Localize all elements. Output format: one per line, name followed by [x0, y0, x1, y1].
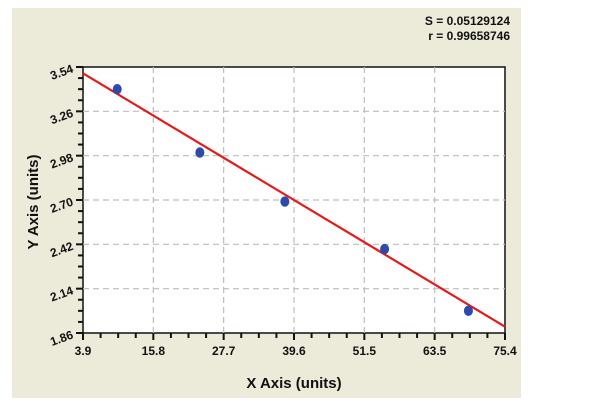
y-axis-title: Y Axis (units): [25, 154, 42, 249]
y-tick-label: 2.14: [48, 283, 75, 304]
x-tick-labels: 3.9 15.8 27.7 39.6 51.5 63.5 75.4: [75, 344, 517, 358]
fit-line: [82, 72, 506, 328]
x-tick-label: 15.8: [142, 344, 166, 358]
x-tick-label: 39.6: [282, 344, 306, 358]
data-point: [380, 243, 390, 255]
x-axis-title: X Axis (units): [246, 375, 341, 392]
fit-statistics: S = 0.05129124 r = 0.99658746: [425, 14, 510, 44]
s-statistic: S = 0.05129124: [424, 14, 510, 28]
y-tick-label: 2.70: [48, 195, 75, 216]
x-tick-label: 27.7: [212, 344, 236, 358]
x-tick-label: 75.4: [493, 344, 517, 358]
y-tick-label: 1.86: [48, 328, 75, 349]
data-series: [82, 72, 506, 328]
data-point: [463, 305, 473, 317]
x-tick-label: 63.5: [423, 344, 447, 358]
x-tick-label: 51.5: [353, 344, 377, 358]
axis-ticks: [76, 66, 506, 340]
r-statistic: r = 0.99658746: [428, 29, 510, 43]
y-tick-label: 2.42: [48, 239, 75, 260]
data-point: [112, 83, 122, 95]
y-tick-label: 3.26: [48, 106, 75, 127]
data-point: [280, 196, 290, 207]
data-point: [195, 147, 205, 158]
y-tick-labels: 3.54 3.26 2.98 2.70 2.42 2.14 1.86: [48, 62, 75, 349]
y-tick-label: 3.54: [48, 62, 75, 83]
x-tick-label: 3.9: [75, 344, 92, 358]
y-tick-label: 2.98: [48, 150, 75, 171]
